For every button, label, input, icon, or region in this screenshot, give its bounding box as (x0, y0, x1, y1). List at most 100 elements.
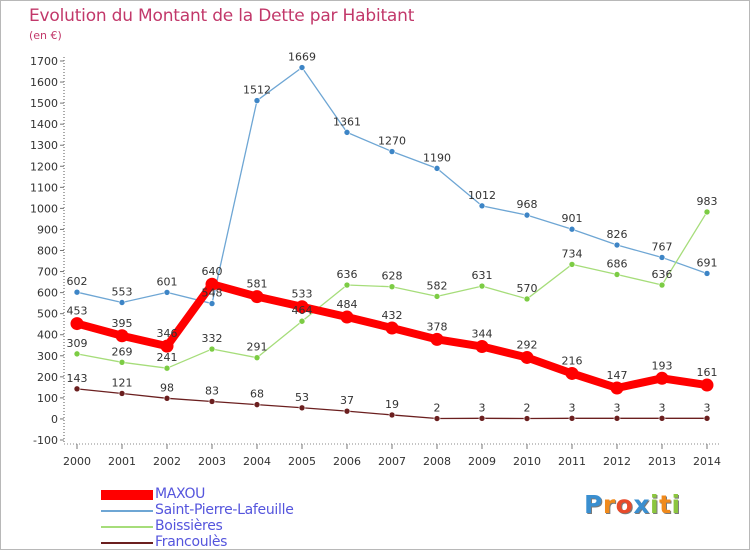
data-point (253, 354, 261, 361)
logo-letter: P (584, 490, 603, 519)
data-point (208, 300, 216, 307)
data-label: 68 (250, 388, 264, 401)
logo-letter: o (615, 490, 634, 519)
data-label: 269 (112, 345, 133, 358)
data-point (208, 398, 216, 405)
data-label: 582 (427, 279, 448, 292)
data-label: 767 (652, 240, 673, 253)
data-label: 193 (652, 359, 673, 372)
data-point (433, 293, 441, 300)
data-point (613, 271, 621, 278)
logo-letter: x (633, 490, 650, 519)
data-label: 640 (202, 265, 223, 278)
data-point (388, 411, 396, 419)
x-tick-label: 2007 (378, 455, 406, 468)
data-point (73, 350, 81, 358)
data-point (253, 401, 261, 408)
data-point (298, 404, 306, 412)
data-label: 533 (292, 288, 313, 301)
data-label: 734 (562, 247, 583, 260)
data-point (208, 345, 216, 353)
legend-swatch (101, 526, 153, 528)
data-label: 1190 (423, 151, 451, 164)
x-tick-label: 2004 (243, 455, 271, 468)
data-point (205, 277, 219, 291)
chart-title: Evolution du Montant de la Dette par Hab… (29, 6, 415, 26)
data-point (340, 310, 354, 324)
data-point (385, 321, 399, 335)
x-tick-label: 2003 (198, 455, 226, 468)
data-point (388, 148, 396, 155)
legend-swatch (101, 490, 153, 500)
y-tick-label: 1700 (30, 55, 58, 68)
data-label: 548 (202, 287, 223, 300)
legend-swatch (101, 542, 153, 544)
data-point (658, 254, 666, 261)
proxiti-logo: Proxiti (584, 490, 681, 519)
data-label: 3 (659, 401, 666, 414)
data-point (163, 289, 171, 296)
data-label: 216 (562, 354, 583, 367)
data-point (343, 407, 351, 415)
data-label: 453 (67, 305, 88, 318)
legend-label: Saint-Pierre-Lafeuille (155, 502, 294, 518)
data-label: 241 (157, 351, 178, 364)
x-tick-label: 2005 (288, 455, 316, 468)
data-point (658, 415, 666, 422)
data-point (253, 97, 261, 104)
data-label: 826 (607, 228, 628, 241)
logo-letter: i (671, 490, 681, 519)
legend-label: Francoulès (155, 534, 228, 550)
data-point (295, 300, 309, 314)
data-label: 602 (67, 275, 88, 288)
y-tick-label: -100 (33, 434, 58, 447)
data-point (478, 202, 486, 210)
data-label: 19 (385, 398, 399, 411)
y-tick-label: 1100 (30, 181, 58, 194)
y-tick-label: 300 (37, 350, 58, 363)
data-label: 3 (479, 401, 486, 414)
data-point (703, 208, 711, 216)
data-point (118, 359, 126, 366)
y-tick-label: 1400 (30, 118, 58, 131)
data-label: 344 (472, 328, 493, 341)
data-point (523, 415, 531, 422)
x-tick-label: 2000 (63, 455, 91, 468)
data-point (610, 381, 624, 395)
data-point (298, 317, 306, 325)
data-label: 432 (382, 309, 403, 322)
data-label: 332 (202, 332, 223, 345)
data-label: 1669 (288, 51, 316, 64)
data-point (613, 241, 621, 249)
data-point (115, 329, 129, 343)
data-point (163, 364, 171, 372)
data-point (703, 270, 711, 277)
data-point (523, 211, 531, 219)
y-tick-label: 400 (37, 329, 58, 342)
data-point (523, 295, 531, 303)
data-label: 636 (337, 268, 358, 281)
y-tick-label: 1200 (30, 160, 58, 173)
data-label: 553 (112, 286, 133, 299)
data-point (430, 332, 444, 346)
logo-letter: r (602, 490, 616, 519)
data-label: 83 (205, 384, 219, 397)
data-label: 484 (337, 298, 358, 311)
data-label: 686 (607, 258, 628, 271)
data-label: 346 (157, 327, 178, 340)
data-label: 309 (67, 337, 88, 350)
logo-letter: t (659, 490, 672, 519)
x-tick-label: 2013 (648, 455, 676, 468)
data-label: 378 (427, 320, 448, 333)
x-tick-label: 2006 (333, 455, 361, 468)
data-label: 3 (704, 401, 711, 414)
x-tick-label: 2011 (558, 455, 586, 468)
data-label: 570 (517, 282, 538, 295)
data-point (475, 340, 489, 354)
data-point (478, 282, 486, 290)
data-point (343, 281, 351, 289)
x-tick-label: 2010 (513, 455, 541, 468)
data-label: 601 (157, 275, 178, 288)
data-point (163, 395, 171, 402)
data-label: 3 (569, 401, 576, 414)
